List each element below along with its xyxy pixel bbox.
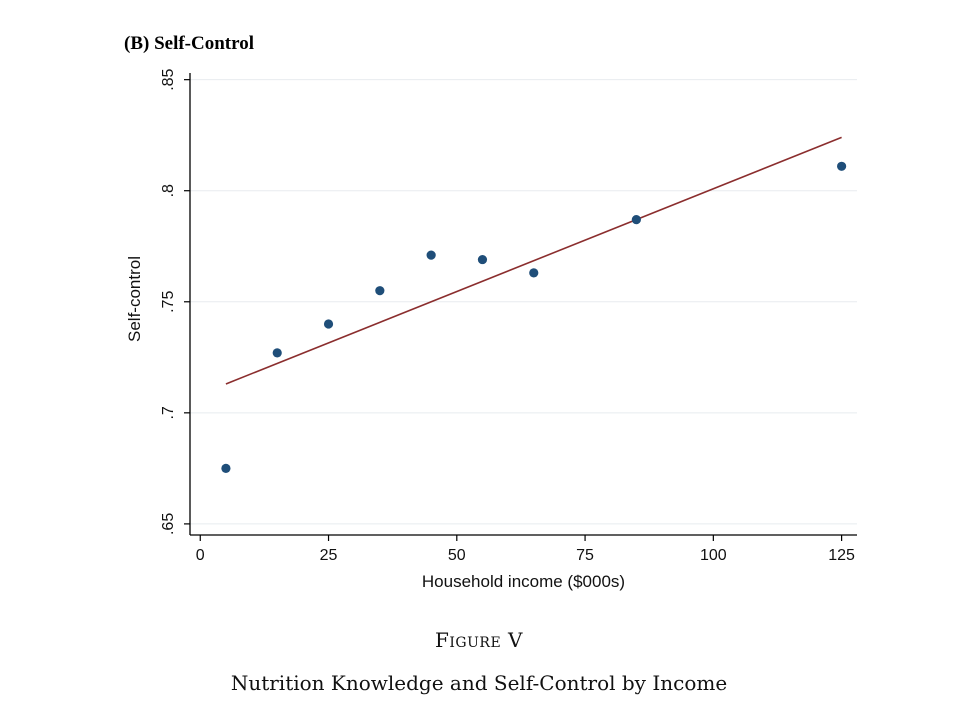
gridlines [190,79,857,525]
data-point [837,161,847,171]
data-point [272,348,282,358]
figure-label: Figure V [435,628,523,652]
x-tick-label: 25 [320,547,338,564]
x-axis-label: Household income ($000s) [422,572,625,591]
data-point [426,250,436,260]
y-tick-label: .8 [160,184,177,197]
x-tick-label: 75 [576,547,594,564]
y-tick-label: .85 [160,68,177,90]
data-point [477,254,488,265]
y-tick-label: .7 [160,406,177,419]
data-point [221,463,231,473]
y-axis-label: Self-control [125,256,144,342]
x-axis-ticks: 0 25 50 75 100 125 [196,535,855,564]
data-point [323,319,334,329]
data-point [631,214,641,225]
y-tick-label: .75 [160,291,177,313]
axes [189,73,857,536]
y-tick-label: .65 [160,513,177,535]
figure-caption: Nutrition Knowledge and Self-Control by … [230,671,728,695]
x-tick-label: 50 [448,547,466,564]
y-axis-ticks: .65 .7 .75 .8 .85 [160,68,190,535]
scatter-points [221,161,847,473]
x-tick-label: 100 [700,547,727,564]
chart-title: (B) Self-Control [124,33,254,54]
x-tick-label: 0 [196,547,205,564]
x-tick-label: 125 [828,547,855,564]
data-point [529,268,539,278]
fit-line-layer [225,136,842,385]
fit-line [225,136,842,385]
data-point [375,286,385,296]
chart-area: .65 .7 .75 .8 .85 0 25 50 75 100 125 Household in… [125,68,857,591]
